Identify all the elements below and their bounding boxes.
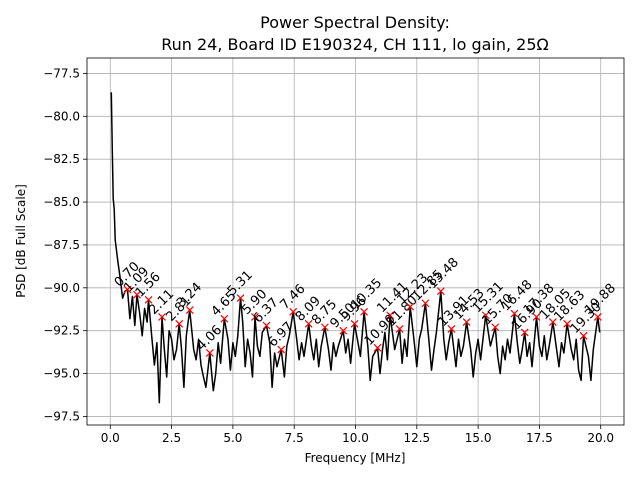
y-tick-label: −95.0: [43, 367, 80, 381]
y-tick-label: −92.5: [43, 324, 80, 338]
peak-marker: [406, 302, 415, 311]
peak-marker: [158, 313, 166, 321]
plot-frame: [86, 57, 625, 426]
peak-marker: [510, 309, 519, 318]
y-tick-label: −87.5: [43, 238, 80, 252]
peak-marker: [481, 311, 490, 320]
peak-marker: [123, 285, 132, 294]
peak-marker: [205, 349, 214, 357]
peak-marker: [185, 306, 194, 315]
peak-marker: [360, 307, 369, 316]
x-tick-label: 5.0: [223, 431, 242, 445]
x-tick-label: 0.0: [101, 431, 120, 445]
peak-marker: [220, 314, 229, 323]
peak-marker: [262, 321, 271, 330]
peak-marker: [563, 319, 572, 328]
x-axis-label: Frequency [MHz]: [305, 451, 406, 465]
x-tick-label: 20.0: [587, 431, 614, 445]
peak-marker: [339, 326, 348, 335]
peak-marker: [251, 313, 259, 321]
peak-marker: [532, 313, 541, 321]
peak-marker: [289, 307, 298, 316]
peak-marker: [350, 319, 359, 328]
peak-marker: [175, 319, 184, 328]
peak-marker: [447, 325, 456, 333]
peak-marker: [436, 287, 445, 296]
peak-marker: [236, 294, 245, 303]
peak-marker: [320, 323, 329, 332]
peak-marker: [144, 295, 153, 304]
y-tick-label: −90.0: [43, 281, 80, 295]
x-tick-label: 2.5: [162, 431, 181, 445]
peak-marker: [491, 323, 500, 332]
peak-marker: [304, 319, 313, 328]
peak-marker: [593, 313, 602, 321]
y-tick-label: −77.5: [43, 66, 80, 80]
peak-marker: [386, 311, 394, 320]
peak-marker: [395, 325, 404, 333]
peak-marker: [462, 318, 471, 327]
y-axis-label: PSD [dB Full Scale]: [14, 184, 28, 298]
chart-subtitle: Run 24, Board ID E190324, CH 111, lo gai…: [161, 35, 549, 54]
x-tick-label: 10.0: [342, 431, 369, 445]
peak-marker: [520, 328, 529, 337]
psd-line: [110, 92, 601, 404]
peak-marker: [277, 345, 286, 354]
peak-marker: [579, 331, 588, 340]
peak-marker: [133, 290, 141, 299]
peak-marker: [548, 318, 557, 327]
y-tick-label: −97.5: [43, 409, 80, 423]
peak-marker: [421, 299, 430, 308]
peak-marker: [373, 343, 382, 352]
x-tick-label: 17.5: [526, 431, 553, 445]
x-tick-label: 15.0: [465, 431, 492, 445]
chart-title: Power Spectral Density:: [260, 13, 450, 32]
x-tick-label: 7.5: [285, 431, 304, 445]
y-tick-label: −82.5: [43, 152, 80, 166]
y-tick-label: −80.0: [43, 109, 80, 123]
y-tick-label: −85.0: [43, 195, 80, 209]
x-tick-label: 12.5: [403, 431, 430, 445]
